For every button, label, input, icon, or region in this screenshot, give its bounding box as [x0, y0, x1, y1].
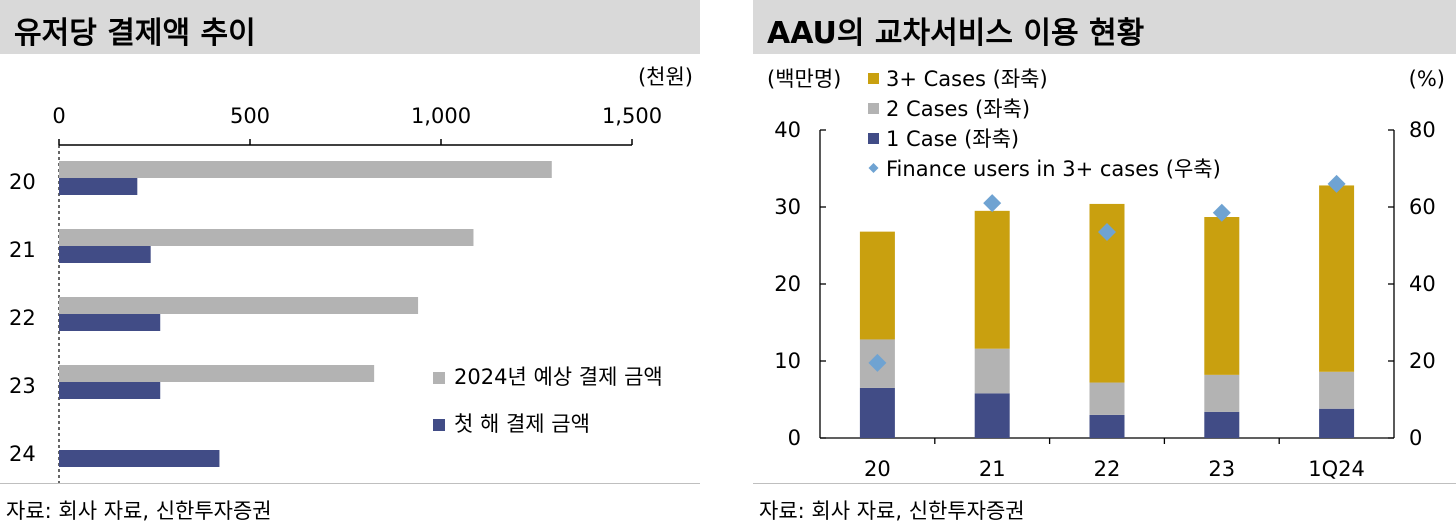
bar-first-year-22 [59, 314, 161, 331]
category-label-22: 22 [9, 306, 36, 330]
bar-3-cases-1q24 [1319, 185, 1355, 372]
bar-1-case-22 [1089, 414, 1125, 438]
marker-finance-users-22 [1098, 223, 1116, 242]
right-source-note: 자료: 회사 자료, 신한투자증권 [759, 499, 1025, 523]
bar-3-cases-20 [859, 231, 895, 340]
bar-expected-22 [59, 297, 419, 314]
left-bottom-rule [0, 483, 700, 484]
right-unit-label: (%) [1409, 67, 1445, 91]
legend-swatch-3 [868, 133, 879, 144]
right-chart-title: AAU의 교차서비스 이용 현황 [767, 16, 1145, 51]
legend-swatch-2 [868, 103, 879, 114]
legend-label-4: Finance users in 3+ cases (우축) [886, 157, 1221, 181]
right-bottom-rule [753, 483, 1456, 484]
left-tick-label-40: 40 [774, 118, 801, 142]
right-title-bar: AAU의 교차서비스 이용 현황 [753, 0, 1456, 54]
bar-1-case-23 [1204, 411, 1240, 438]
payment-per-user-chart: (천원) 0 500 1,000 1,500 20 21 22 23 24 2024년 예상 결제 … [9, 65, 693, 485]
category-label-23: 23 [9, 374, 36, 398]
bar-expected-23 [59, 365, 375, 382]
bar-first-year-21 [59, 246, 151, 263]
left-unit-label: (백만명) [767, 67, 841, 91]
x-tick-label-500: 500 [230, 104, 270, 128]
marker-finance-users-1q24 [1327, 174, 1346, 193]
left-chart-title: 유저당 결제액 추이 [14, 16, 256, 51]
bar-2-cases-1q24 [1319, 371, 1355, 409]
bar-2-cases-23 [1204, 374, 1240, 412]
unit-label: (천원) [638, 65, 693, 89]
x-tick-label-1q24: 1Q24 [1308, 457, 1365, 481]
legend-swatch-1 [433, 372, 445, 384]
left-source-note: 자료: 회사 자료, 신한투자증권 [6, 499, 272, 523]
bar-3-cases-23 [1204, 217, 1240, 375]
legend-swatch-1 [868, 73, 879, 84]
right-tick-label-0: 0 [1409, 426, 1422, 450]
category-label-24: 24 [9, 442, 36, 466]
right-tick-label-60: 60 [1409, 195, 1436, 219]
left-tick-label-20: 20 [774, 272, 801, 296]
legend-label-3: 1 Case (좌축) [886, 127, 1019, 151]
bar-first-year-23 [59, 382, 161, 399]
bar-first-year-20 [59, 178, 138, 195]
bar-1-case-1q24 [1319, 408, 1355, 438]
category-label-20: 20 [9, 170, 36, 194]
legend-label-2: 2 Cases (좌축) [886, 97, 1030, 121]
marker-finance-users-20 [868, 353, 887, 372]
left-title-bar: 유저당 결제액 추이 [0, 0, 700, 54]
bar-1-case-21 [974, 393, 1010, 438]
right-tick-label-80: 80 [1409, 118, 1436, 142]
cross-service-chart: (백만명) (%) 0 10 20 30 40 0 20 40 60 80 20 21 22 23 1Q24 3+… [767, 67, 1445, 481]
legend-label-2: 첫 해 결제 금액 [454, 412, 590, 436]
bar-2-cases-22 [1089, 382, 1125, 415]
bar-expected-20 [59, 161, 552, 178]
right-tick-label-20: 20 [1409, 349, 1436, 373]
marker-finance-users-23 [1212, 203, 1231, 222]
legend-label-1: 2024년 예상 결제 금액 [454, 365, 663, 389]
x-tick-label-23: 23 [1208, 457, 1235, 481]
right-tick-label-40: 40 [1409, 272, 1436, 296]
legend-swatch-2 [433, 419, 445, 431]
legend-label-1: 3+ Cases (좌축) [886, 67, 1048, 91]
cross-service-panel: AAU의 교차서비스 이용 현황 (백만명) (%) 0 10 20 30 40 0 20 40 6… [753, 0, 1456, 525]
bar-2-cases-21 [974, 348, 1010, 394]
payment-per-user-panel: 유저당 결제액 추이 (천원) 0 500 1,000 1,500 20 21 22 23 24 2… [0, 0, 700, 525]
marker-finance-users-21 [983, 194, 1002, 213]
left-tick-label-30: 30 [774, 195, 801, 219]
category-label-21: 21 [9, 238, 36, 262]
bar-first-year-24 [59, 450, 220, 467]
x-tick-label-22: 22 [1094, 457, 1121, 481]
bar-3-cases-21 [974, 210, 1010, 349]
x-tick-label-1-000: 1,000 [411, 104, 471, 128]
legend-marker-diamond [868, 163, 879, 173]
x-tick-label-0: 0 [52, 104, 65, 128]
left-tick-label-0: 0 [788, 426, 801, 450]
x-tick-label-1-500: 1,500 [602, 104, 662, 128]
left-tick-label-10: 10 [774, 349, 801, 373]
bar-expected-21 [59, 229, 474, 246]
bar-1-case-20 [859, 387, 895, 438]
x-tick-label-21: 21 [979, 457, 1006, 481]
x-tick-label-20: 20 [864, 457, 891, 481]
